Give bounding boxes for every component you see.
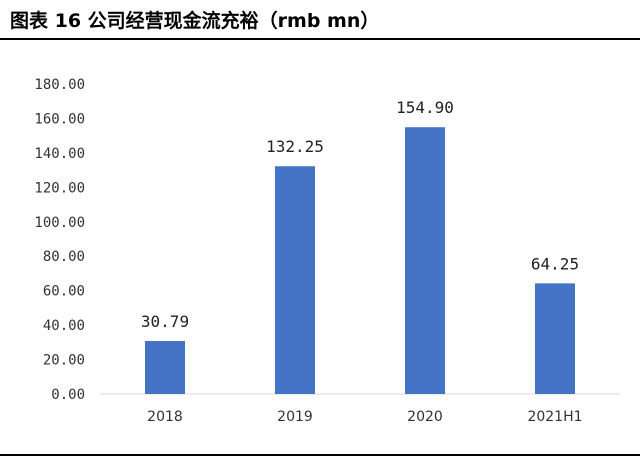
bottom-rule	[0, 454, 640, 456]
bar-2018	[145, 340, 185, 394]
x-tick-label-2021H1: 2021H1	[527, 409, 582, 425]
y-tick-label: 0.00	[51, 387, 85, 403]
chart-title: 图表 16 公司经营现金流充裕（rmb mn）	[10, 10, 380, 32]
y-tick-label: 140.00	[34, 146, 85, 162]
y-tick-label: 60.00	[43, 284, 85, 300]
top-rule	[0, 38, 640, 40]
y-tick-label: 20.00	[43, 353, 85, 369]
y-tick-label: 80.00	[43, 249, 85, 265]
data-label-2020: 154.90	[396, 98, 454, 117]
x-tick-label-2019: 2019	[277, 409, 313, 425]
bar-2021H1	[535, 283, 575, 394]
x-tick-label-2020: 2020	[407, 409, 443, 425]
y-tick-label: 100.00	[34, 215, 85, 231]
x-axis: 2018 2019 2020 2021H1	[147, 409, 582, 425]
x-tick-label-2018: 2018	[147, 409, 183, 425]
data-labels: 30.79 132.25 154.90 64.25	[141, 98, 579, 331]
y-tick-label: 160.00	[34, 111, 85, 127]
bar-2019	[275, 166, 315, 394]
data-label-2019: 132.25	[266, 137, 324, 156]
data-label-2018: 30.79	[141, 312, 189, 331]
y-tick-label: 180.00	[34, 77, 85, 93]
bar-2020	[405, 127, 445, 394]
y-axis: 0.00 20.00 40.00 60.00 80.00 100.00 120.00 140.…	[34, 77, 85, 403]
y-tick-label: 120.00	[34, 180, 85, 196]
y-tick-label: 40.00	[43, 318, 85, 334]
bars	[145, 127, 575, 394]
data-label-2021H1: 64.25	[531, 254, 579, 273]
